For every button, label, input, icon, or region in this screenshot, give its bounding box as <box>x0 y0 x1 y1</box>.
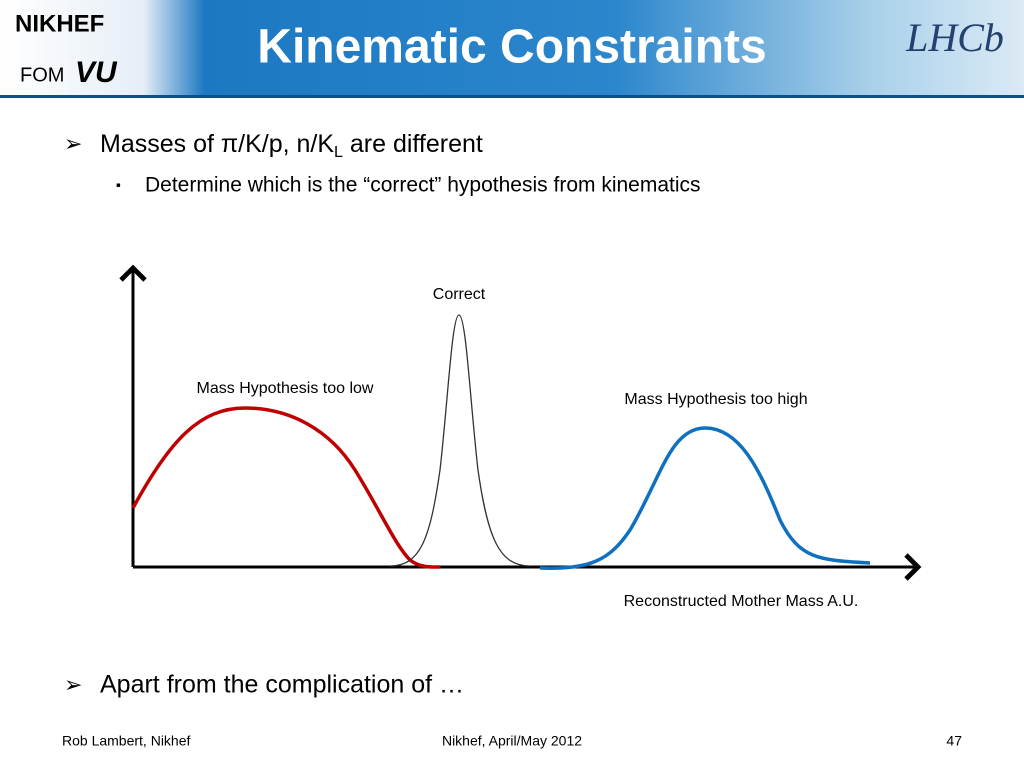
logo-vu: VU <box>75 56 118 89</box>
bullet-text: Apart from the complication of … <box>100 671 464 699</box>
logo-lhcb: LHCb <box>905 15 1004 60</box>
bullet-marker: ➢ <box>64 131 82 156</box>
diagram: Correct Mass Hypothesis too low Mass Hyp… <box>119 264 922 610</box>
bullet-subscript: L <box>334 144 343 161</box>
subbullet-text: Determine which is the “correct” hypothe… <box>145 174 701 197</box>
logo-nikhef: NIKHEF <box>15 10 104 37</box>
curve-too-high <box>539 426 871 570</box>
curve-too-low <box>131 406 441 569</box>
subbullet-marker: ▪ <box>116 177 121 193</box>
label-too-high: Mass Hypothesis too high <box>624 391 807 408</box>
bullets: ➢ Masses of π/K/p, n/KL are different ▪ … <box>64 130 701 699</box>
label-correct: Correct <box>433 286 486 303</box>
footer-right: 47 <box>946 733 962 749</box>
footer-left: Rob Lambert, Nikhef <box>62 733 191 749</box>
bullet-tail: are different <box>343 130 483 158</box>
header: NIKHEF FOM VU Kinematic Constraints LHCb <box>0 0 1024 98</box>
curve-correct <box>389 314 531 567</box>
bullet-text: Masses of π/K/p, n/KL are different <box>100 130 483 162</box>
label-too-low: Mass Hypothesis too low <box>197 380 374 397</box>
footer-center: Nikhef, April/May 2012 <box>442 733 582 749</box>
bullet-marker: ➢ <box>64 672 82 697</box>
logo-fom: FOM <box>20 64 64 86</box>
slide-title: Kinematic Constraints <box>257 21 766 74</box>
axis-label: Reconstructed Mother Mass A.U. <box>624 593 859 610</box>
header-band <box>0 0 1024 97</box>
header-rule <box>0 95 1024 98</box>
bullet-main: Masses of π/K/p, n/K <box>100 130 334 158</box>
footer: Rob Lambert, Nikhef Nikhef, April/May 20… <box>62 733 962 749</box>
